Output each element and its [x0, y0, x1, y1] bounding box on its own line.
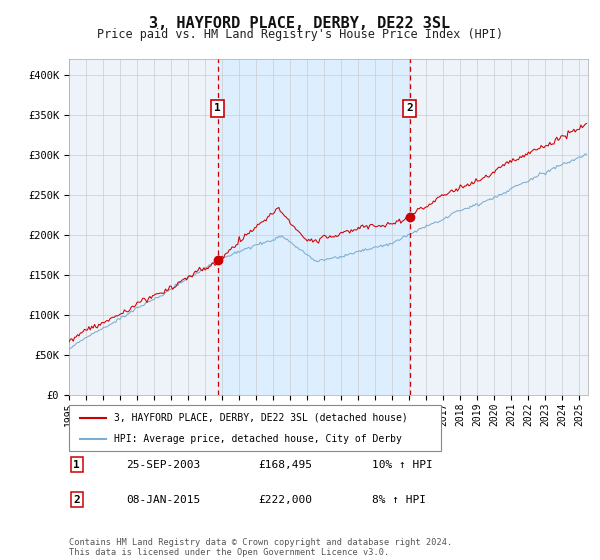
Text: 08-JAN-2015: 08-JAN-2015 [126, 494, 200, 505]
Text: 3, HAYFORD PLACE, DERBY, DE22 3SL (detached house): 3, HAYFORD PLACE, DERBY, DE22 3SL (detac… [113, 413, 407, 423]
Text: HPI: Average price, detached house, City of Derby: HPI: Average price, detached house, City… [113, 435, 401, 444]
Text: Contains HM Land Registry data © Crown copyright and database right 2024.
This d: Contains HM Land Registry data © Crown c… [69, 538, 452, 557]
Text: 1: 1 [73, 460, 80, 470]
Text: 3, HAYFORD PLACE, DERBY, DE22 3SL: 3, HAYFORD PLACE, DERBY, DE22 3SL [149, 16, 451, 31]
Text: Price paid vs. HM Land Registry's House Price Index (HPI): Price paid vs. HM Land Registry's House … [97, 28, 503, 41]
Text: 8% ↑ HPI: 8% ↑ HPI [372, 494, 426, 505]
Text: 10% ↑ HPI: 10% ↑ HPI [372, 460, 433, 470]
Text: £222,000: £222,000 [258, 494, 312, 505]
Text: 25-SEP-2003: 25-SEP-2003 [126, 460, 200, 470]
Text: 1: 1 [214, 104, 221, 114]
Bar [218, 59, 410, 395]
Text: 2: 2 [73, 494, 80, 505]
Text: 2: 2 [406, 104, 413, 114]
Text: £168,495: £168,495 [258, 460, 312, 470]
